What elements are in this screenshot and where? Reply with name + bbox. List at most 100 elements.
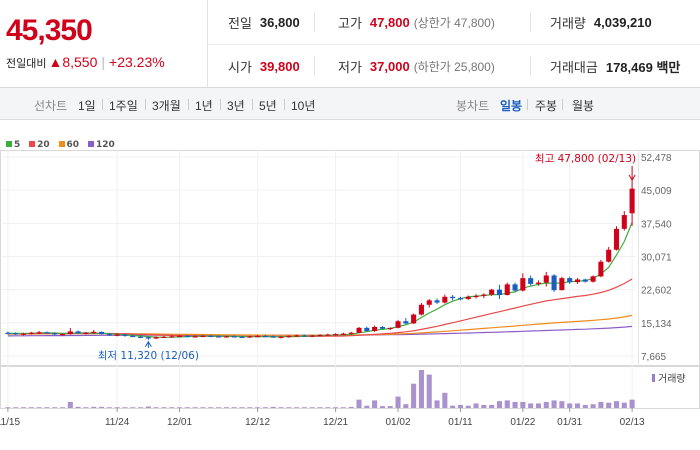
legend-item-ma5[interactable]: 5 bbox=[6, 140, 20, 150]
candle-body bbox=[613, 228, 620, 250]
legend-item-ma20[interactable]: 20 bbox=[29, 140, 50, 150]
volume-bar bbox=[28, 407, 34, 408]
divider bbox=[527, 99, 528, 110]
candle-body bbox=[184, 335, 190, 338]
tab-candle-weekly[interactable]: 주봉 bbox=[535, 99, 558, 113]
volume-bar bbox=[582, 404, 588, 408]
ma-legend: 5 20 60 120 bbox=[6, 140, 121, 150]
tab-period-1w[interactable]: 1주일 bbox=[109, 99, 138, 113]
volume-bar bbox=[512, 401, 518, 408]
volume-bar bbox=[52, 407, 58, 408]
y-tick-label: 7,665 bbox=[641, 352, 666, 363]
candle-body bbox=[36, 332, 42, 334]
tab-candle-monthly[interactable]: 월봉 bbox=[572, 99, 595, 113]
candle bbox=[379, 326, 385, 330]
x-tick-label: 01/22 bbox=[510, 417, 535, 428]
price-change: 전일대비 ▲8,550 | +23.23% bbox=[6, 54, 165, 71]
y-tick-label: 52,478 bbox=[641, 153, 672, 164]
tab-period-5y[interactable]: 5년 bbox=[259, 99, 277, 113]
row-divider bbox=[208, 44, 700, 45]
candle-chart-label: 봉차트 bbox=[456, 99, 490, 113]
candle-body bbox=[83, 332, 89, 334]
volume-bar bbox=[145, 406, 151, 408]
candle-body bbox=[98, 331, 105, 335]
volume-bar bbox=[278, 407, 284, 408]
price-panel: 45,350 전일대비 ▲8,550 | +23.23% bbox=[0, 0, 208, 88]
stat-prev-close: 전일 36,800 bbox=[228, 0, 300, 44]
quote-header: 45,350 전일대비 ▲8,550 | +23.23% 전일 36,800 고가 47,… bbox=[0, 0, 700, 88]
volume-bar bbox=[122, 407, 128, 408]
candle bbox=[418, 303, 424, 316]
volume-bar bbox=[551, 400, 557, 408]
tab-period-10y[interactable]: 10년 bbox=[291, 99, 316, 113]
candle bbox=[28, 331, 34, 335]
volume-bar bbox=[613, 401, 620, 408]
candle bbox=[590, 275, 596, 283]
candle-body bbox=[192, 336, 198, 338]
volume-bar bbox=[489, 404, 495, 408]
candle bbox=[333, 333, 339, 336]
volume-bar bbox=[590, 404, 596, 408]
candle bbox=[20, 332, 27, 336]
volume-bar bbox=[481, 404, 487, 408]
candle-body bbox=[379, 326, 385, 329]
legend-swatch bbox=[6, 141, 12, 147]
candle bbox=[145, 336, 151, 340]
candle bbox=[309, 334, 315, 338]
candle-body bbox=[301, 335, 307, 337]
candle-body bbox=[20, 333, 27, 335]
volume-bar bbox=[621, 402, 627, 408]
volume-bar bbox=[348, 406, 354, 408]
divider bbox=[188, 99, 189, 110]
candle bbox=[559, 276, 565, 291]
candle bbox=[5, 331, 11, 335]
volume-bar bbox=[294, 407, 300, 408]
volume-bar bbox=[574, 403, 581, 408]
tab-period-1d[interactable]: 1일 bbox=[78, 99, 96, 113]
tab-candle-daily[interactable]: 일봉 bbox=[500, 99, 523, 113]
candle bbox=[75, 330, 81, 335]
volume-bar bbox=[606, 402, 612, 408]
x-tick-label: 12/21 bbox=[323, 417, 348, 428]
candle-body bbox=[598, 261, 604, 277]
candle bbox=[457, 296, 463, 301]
candle bbox=[184, 334, 190, 338]
volume-bar bbox=[340, 407, 346, 408]
candle-body bbox=[364, 327, 370, 331]
candle-body bbox=[91, 331, 97, 334]
x-tick-label: 02/13 bbox=[620, 417, 645, 428]
volume-bar bbox=[208, 407, 214, 408]
candle-body bbox=[567, 278, 573, 283]
x-tick-label: 11/15 bbox=[0, 417, 20, 428]
candle bbox=[294, 334, 300, 337]
candle-body bbox=[153, 337, 159, 339]
legend-label: 5 bbox=[14, 140, 21, 150]
candle bbox=[161, 335, 167, 339]
stat-value: 178,469 백만 bbox=[605, 59, 681, 75]
volume-bar bbox=[379, 406, 385, 408]
divider bbox=[252, 99, 253, 110]
candle-body bbox=[489, 289, 495, 295]
candlestick-chart[interactable]: 52,478 45,009 37,540 30,071 22,602 15,134 7,66… bbox=[0, 128, 700, 450]
stat-label: 거래량 bbox=[550, 15, 586, 31]
candle bbox=[613, 226, 620, 251]
volume-bar bbox=[5, 407, 11, 408]
volume-bar bbox=[184, 407, 190, 408]
candle-body bbox=[348, 332, 354, 334]
tab-period-3m[interactable]: 3개월 bbox=[152, 99, 181, 113]
candle-body bbox=[44, 332, 50, 334]
volume-bar bbox=[395, 396, 401, 408]
candle-body bbox=[114, 334, 120, 336]
tab-period-3y[interactable]: 3년 bbox=[227, 99, 245, 113]
candle-body bbox=[543, 275, 549, 283]
stat-low: 저가 37,000 (하한가 25,800) bbox=[338, 44, 495, 88]
tab-period-1y[interactable]: 1년 bbox=[195, 99, 213, 113]
legend-item-ma120[interactable]: 120 bbox=[87, 140, 115, 150]
x-tick-label: 12/01 bbox=[167, 417, 192, 428]
candle bbox=[36, 330, 42, 335]
legend-item-ma60[interactable]: 60 bbox=[58, 140, 79, 150]
volume-bar bbox=[317, 407, 323, 408]
divider bbox=[314, 56, 315, 76]
volume-bar bbox=[44, 407, 50, 408]
volume-bar bbox=[403, 404, 409, 408]
